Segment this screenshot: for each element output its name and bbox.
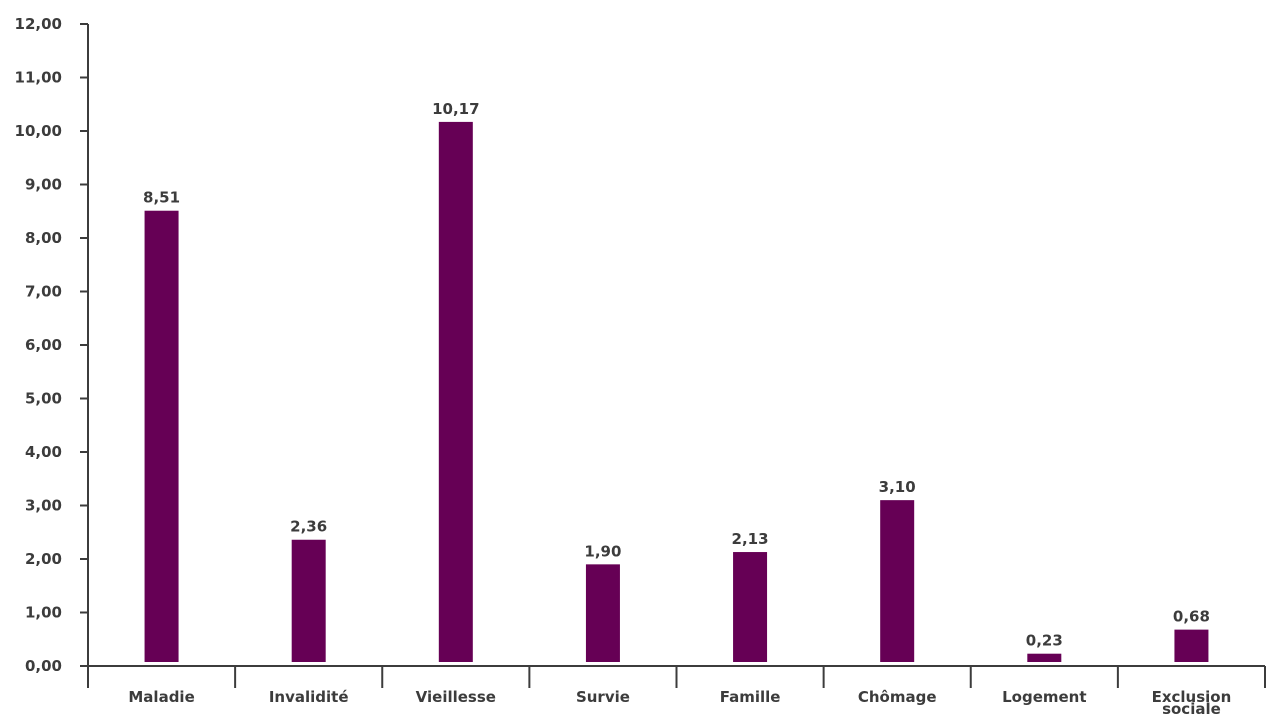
y-tick-label: 11,00 [15,69,62,87]
y-tick-label: 0,00 [25,657,62,675]
bar [1174,629,1209,662]
x-category-label: Invalidité [269,688,349,706]
x-category-label: Exclusion sociale [1152,688,1232,718]
data-label: 3,10 [879,478,916,496]
data-label: 2,36 [290,518,327,536]
data-labels: 8,51 2,36 10,17 1,90 2,13 3,10 0,23 0,68 [143,100,1210,650]
x-axis: Maladie Invalidité Vieillesse Survie Famille… [88,665,1266,718]
bar [291,539,326,662]
bar [144,210,179,662]
data-label: 10,17 [432,100,479,118]
y-tick-label: 10,00 [15,122,62,140]
y-axis: 0,00 1,00 2,00 3,00 4,00 5,00 6,00 7,00 8,00 9,00… [15,15,89,688]
y-tick-label: 9,00 [25,176,62,194]
y-tick-label: 7,00 [25,283,62,301]
bar [733,552,768,662]
data-label: 0,23 [1026,632,1063,650]
y-tick-label: 8,00 [25,229,62,247]
bar [438,121,473,662]
y-tick-label: 12,00 [15,15,62,33]
data-label: 1,90 [584,542,621,560]
bar [880,500,915,662]
x-category-label: Logement [1002,688,1086,706]
y-tick-label: 1,00 [25,604,62,622]
data-label: 2,13 [732,530,769,548]
x-category-label: Vieillesse [416,688,496,706]
bar [585,564,620,662]
bars [144,121,1209,662]
data-label: 8,51 [143,189,180,207]
bar [1027,653,1062,662]
x-category-label: Chômage [858,688,937,706]
x-category-label: Maladie [128,688,194,706]
x-category-label: Famille [720,688,781,706]
y-tick-label: 5,00 [25,390,62,408]
x-category-label: Survie [576,688,630,706]
y-tick-label: 6,00 [25,336,62,354]
y-tick-label: 3,00 [25,497,62,515]
y-tick-label: 2,00 [25,550,62,568]
y-tick-label: 4,00 [25,443,62,461]
data-label: 0,68 [1173,608,1210,626]
